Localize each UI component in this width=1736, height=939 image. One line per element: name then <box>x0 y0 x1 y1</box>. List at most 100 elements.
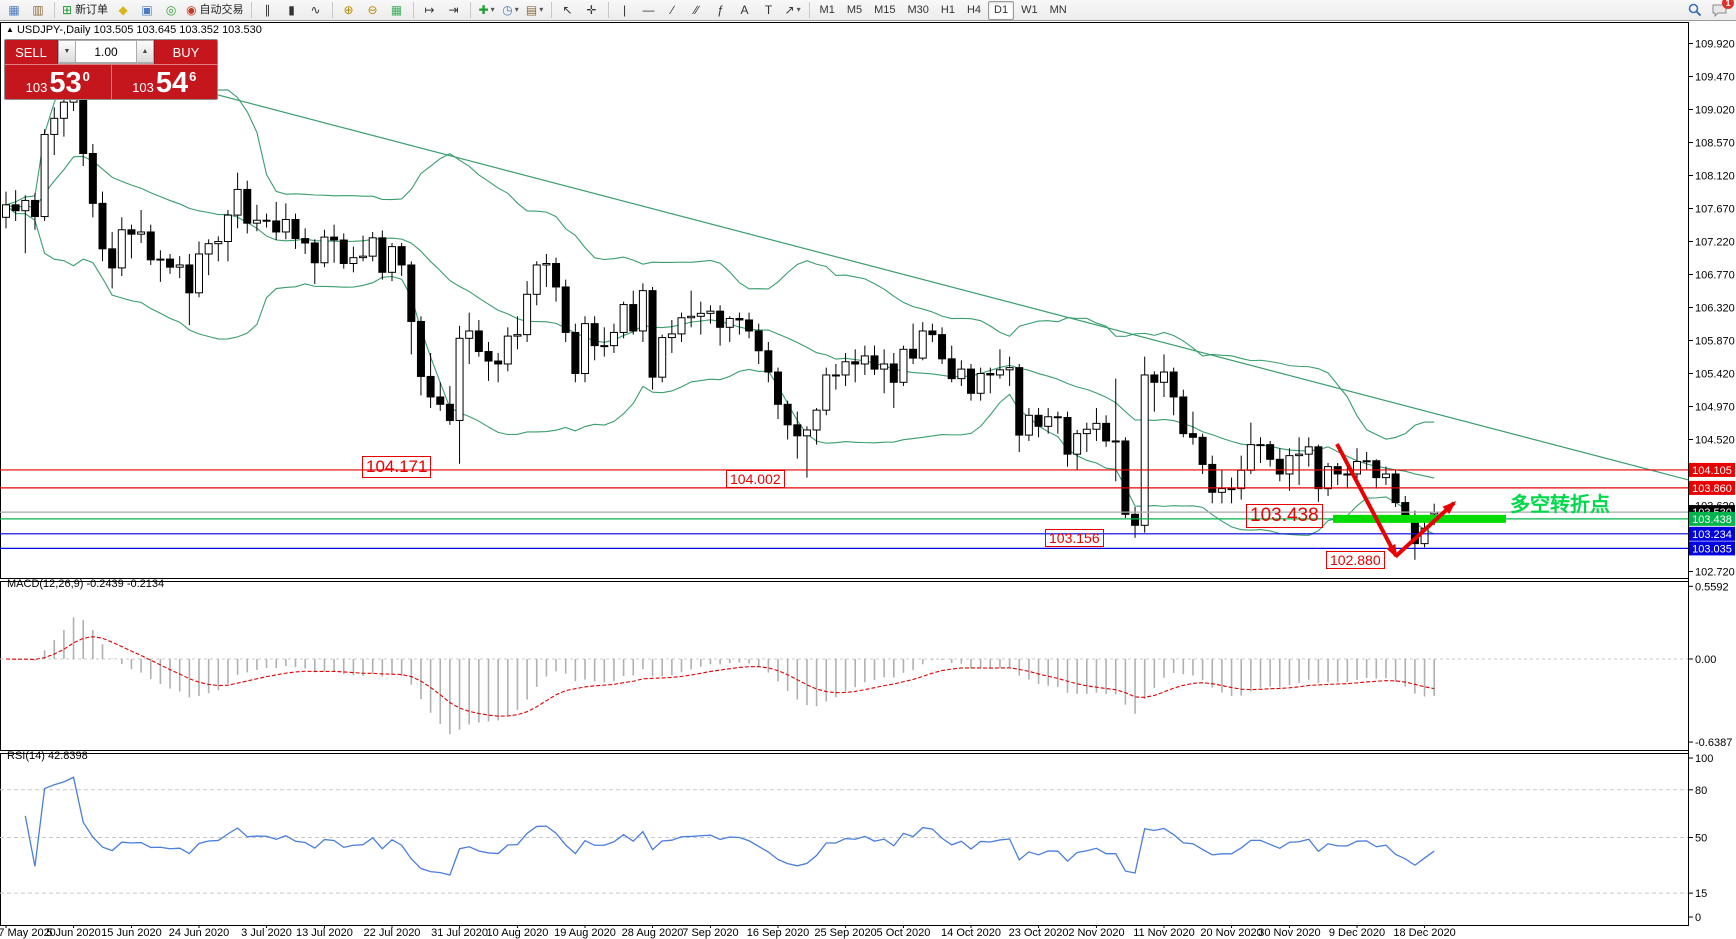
annotation-price-103438[interactable]: 103.438 <box>1246 504 1323 528</box>
candle-body <box>1217 488 1226 493</box>
annotation-price-104171[interactable]: 104.171 <box>362 456 432 478</box>
toolbar-templates-button[interactable]: ▤ ▾ <box>524 1 546 19</box>
timeframe-h4-button[interactable]: H4 <box>966 4 982 16</box>
notification-badge: 1 <box>1722 0 1734 9</box>
toolbar-fibonacci-button[interactable]: ƒ <box>710 1 732 19</box>
toolbar-icons: ▦ ▥ ⊞ 新订单 ◆ ▣ ◎ ◉ 自动交易 ∥ ▮ ∿ ⊕ ⊖ ▦ ↦ ⇥ ✚ ▾ ◷ ▾ ▤ ▾ ↖ ✛ | — ∕ ∕∕ ƒ A T ↗ ▾ <box>2 1 814 19</box>
toolbar-text-button[interactable]: A <box>734 1 756 19</box>
buy-button[interactable]: BUY <box>154 40 217 64</box>
timeframe-mn-button[interactable]: MN <box>1049 4 1067 16</box>
toolbar-zoom-out-button[interactable]: ⊖ <box>362 1 384 19</box>
macd-scale-label: 0.00 <box>1695 654 1716 666</box>
volume-input[interactable] <box>76 40 136 63</box>
search-button[interactable] <box>1684 1 1706 19</box>
new-chart-icon: ▦ <box>8 3 20 17</box>
red-arrow-2[interactable] <box>1394 500 1457 558</box>
toolbar-indicators-button[interactable]: ✚ ▾ <box>476 1 498 19</box>
chevron-down-icon: ▾ <box>514 5 519 14</box>
time-axis-label: 3 Jul 2020 <box>241 927 292 939</box>
time-axis-label: 14 Oct 2020 <box>941 927 1001 939</box>
autotrading-label: 自动交易 <box>199 4 244 16</box>
toolbar-new-order-button[interactable]: ⊞ 新订单 <box>60 1 110 19</box>
toolbar-cursor-button[interactable]: ↖ <box>557 1 579 19</box>
toolbar-auto-scroll-button[interactable]: ↦ <box>419 1 441 19</box>
metaeditor-icon: ◆ <box>118 3 128 17</box>
toolbar-text-label-button[interactable]: T <box>758 1 780 19</box>
timeframe-m30-button[interactable]: M30 <box>907 4 929 16</box>
toolbar-chart-shift-button[interactable]: ⇥ <box>443 1 465 19</box>
candle-body <box>310 242 319 264</box>
candle-body <box>1053 416 1062 419</box>
toolbar-bar-chart-button[interactable]: ∥ <box>257 1 279 19</box>
toolbar-arrows-button[interactable]: ↗ ▾ <box>782 1 804 19</box>
toolbar-equidistant-channel-button[interactable]: ∕∕ <box>686 1 708 19</box>
candle-body <box>1015 367 1024 436</box>
candle-body <box>1169 371 1178 398</box>
candle-body <box>1160 371 1168 383</box>
timeframe-d1-button[interactable]: D1 <box>988 0 1015 20</box>
toolbar-new-chart-button[interactable]: ▦ <box>3 1 25 19</box>
collapse-triangle-icon[interactable]: ▲ <box>6 25 14 34</box>
annotation-note-text[interactable]: 多空转折点 <box>1510 494 1610 516</box>
candle-body <box>860 355 869 365</box>
timeframe-m1-button[interactable]: M1 <box>819 4 835 16</box>
annotation-price-104002[interactable]: 104.002 <box>726 470 785 489</box>
toolbar-signals-button[interactable]: ◎ <box>160 1 182 19</box>
toolbar-crosshair-button[interactable]: ✛ <box>581 1 603 19</box>
candle-body <box>474 330 483 352</box>
annotation-price-103156[interactable]: 103.156 <box>1045 529 1104 548</box>
toolbar-market-button[interactable]: ▣ <box>136 1 158 19</box>
equidistant-channel-icon: ∕∕ <box>694 3 699 17</box>
macd-indicator-label: MACD(12,26,9) -0.2439 -0.2134 <box>7 578 165 590</box>
price-badge-label: 103.438 <box>1692 514 1732 526</box>
signals-icon: ◎ <box>165 3 177 17</box>
price-tick-label: 107.220 <box>1695 237 1735 249</box>
candle-body <box>2 204 10 218</box>
timeframe-w1-button[interactable]: W1 <box>1021 4 1038 16</box>
tile-windows-icon: ▦ <box>390 3 403 17</box>
volume-increase-button[interactable]: ▲ <box>136 40 154 63</box>
sell-button[interactable]: SELL <box>5 40 58 64</box>
toolbar-tile-windows-button[interactable]: ▦ <box>386 1 408 19</box>
new-order-label: 新订单 <box>75 4 109 16</box>
candle-body <box>716 310 725 328</box>
toolbar-autotrading-button[interactable]: ◉ 自动交易 <box>184 1 245 19</box>
candle-body <box>388 246 396 273</box>
time-axis-label: 30 Nov 2020 <box>1258 927 1320 939</box>
candle-body <box>571 331 580 374</box>
toolbar-candlestick-chart-button[interactable]: ▮ <box>281 1 303 19</box>
toolbar-metaeditor-button[interactable]: ◆ <box>112 1 134 19</box>
toolbar-profiles-button[interactable]: ▥ <box>27 1 49 19</box>
price-tick-label: 106.320 <box>1695 302 1735 314</box>
candlestick-chart-icon: ▮ <box>288 3 295 17</box>
toolbar-zoom-in-button[interactable]: ⊕ <box>338 1 360 19</box>
candle-body <box>851 361 860 365</box>
annotation-price-102880[interactable]: 102.880 <box>1326 551 1385 570</box>
descending-trendline[interactable] <box>82 59 1688 481</box>
candle-body <box>1246 444 1255 471</box>
time-axis-label: 11 Nov 2020 <box>1133 927 1195 939</box>
time-axis-label: 18 Dec 2020 <box>1393 927 1455 939</box>
buy-price-figure: 103 <box>132 80 154 95</box>
timeframe-m15-button[interactable]: M15 <box>874 4 896 16</box>
toolbar-horizontal-line-button[interactable]: — <box>638 1 660 19</box>
main-pane-frame <box>0 22 1689 579</box>
price-tick-label: 105.870 <box>1695 335 1735 347</box>
sell-price[interactable]: 103 53 0 <box>5 65 111 99</box>
candle-body <box>880 363 889 370</box>
red-arrow-1[interactable] <box>1335 443 1398 559</box>
notifications-button[interactable]: 1 <box>1708 0 1734 19</box>
candle-body <box>870 355 879 370</box>
toolbar-line-chart-button[interactable]: ∿ <box>305 1 327 19</box>
timeframe-m5-button[interactable]: M5 <box>846 4 863 16</box>
candle-body <box>629 304 638 332</box>
macd-signal-line <box>5 636 1435 717</box>
volume-decrease-button[interactable]: ▼ <box>58 40 76 63</box>
toolbar-trendline-button[interactable]: ∕ <box>662 1 684 19</box>
timeframe-h1-button[interactable]: H1 <box>940 4 955 16</box>
arrows-icon: ↗ <box>784 3 795 17</box>
toolbar-periods-button[interactable]: ◷ ▾ <box>500 1 522 19</box>
buy-price[interactable]: 103 54 6 <box>110 65 218 99</box>
toolbar-vertical-line-button[interactable]: | <box>614 1 636 19</box>
